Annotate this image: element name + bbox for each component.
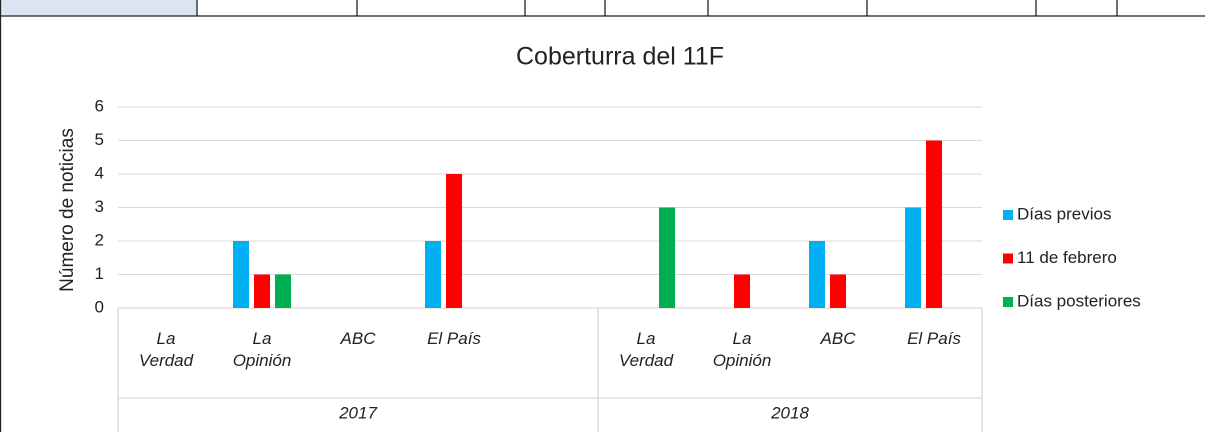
bar — [734, 274, 750, 308]
legend-label: 11 de febrero — [1017, 248, 1117, 267]
selected-cell — [0, 0, 197, 16]
x-tick-label: La Verdad — [138, 329, 194, 370]
x-tick-label: El País — [907, 329, 961, 348]
y-axis-label: Número de noticias — [57, 128, 78, 292]
x-tick-label: La Opinión — [712, 329, 772, 370]
bar — [446, 174, 462, 308]
chart-title: Coberturra del 11F — [516, 43, 724, 71]
bar — [659, 207, 675, 308]
bar — [233, 241, 249, 308]
x-tick-label: El País — [427, 329, 481, 348]
bar — [254, 274, 270, 308]
y-tick-label: 0 — [95, 297, 104, 316]
legend-label: Días previos — [1017, 204, 1111, 223]
y-tick-label: 2 — [95, 230, 104, 249]
bar — [830, 274, 846, 308]
legend-swatch — [1003, 297, 1013, 307]
bar — [926, 140, 942, 308]
bar — [809, 241, 825, 308]
group-label: 2017 — [338, 403, 377, 422]
legend-swatch — [1003, 210, 1013, 220]
x-tick-label: La Opinión — [232, 329, 292, 370]
bar — [425, 241, 441, 308]
y-tick-label: 3 — [95, 197, 104, 216]
y-tick-label: 5 — [95, 130, 104, 149]
group-label: 2018 — [770, 403, 809, 422]
y-tick-label: 4 — [95, 163, 104, 182]
y-tick-label: 1 — [95, 264, 104, 283]
bar — [905, 207, 921, 308]
legend-label: Días posteriores — [1017, 291, 1141, 310]
x-tick-label: ABC — [820, 329, 856, 348]
y-tick-label: 6 — [95, 96, 104, 115]
legend-swatch — [1003, 253, 1013, 264]
x-tick-label: La Verdad — [618, 329, 674, 370]
bar — [275, 274, 291, 308]
x-tick-label: ABC — [340, 329, 376, 348]
